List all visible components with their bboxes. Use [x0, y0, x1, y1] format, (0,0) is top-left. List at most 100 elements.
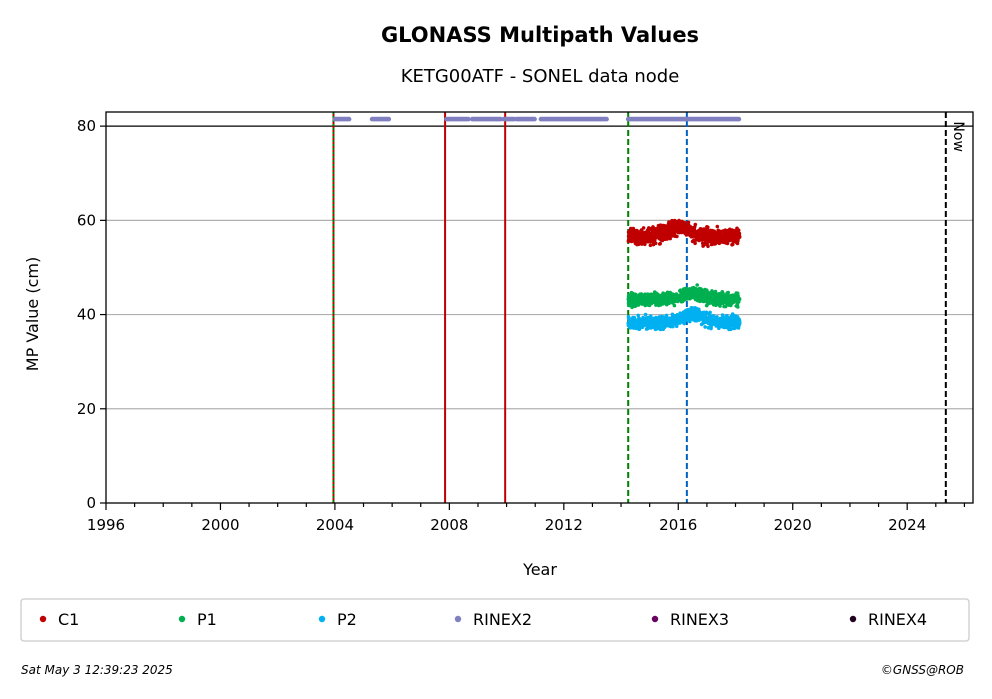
data-point-p1 [723, 299, 728, 304]
chart-title: GLONASS Multipath Values [381, 23, 699, 47]
data-point-c1 [659, 234, 663, 239]
y-axis-label: MP Value (cm) [23, 257, 42, 371]
data-point-p2 [703, 317, 708, 321]
data-point-p2 [723, 323, 727, 328]
data-point-p2 [689, 306, 694, 310]
data-point-p2 [706, 326, 711, 330]
data-point-p2 [635, 326, 639, 331]
data-point-p1 [725, 296, 729, 301]
data-point-c1 [653, 232, 657, 236]
data-point-p2 [674, 324, 679, 329]
availability-point-rinex2 [466, 116, 471, 122]
data-point-c1 [690, 231, 694, 235]
grid-lines [106, 125, 973, 410]
data-point-p1 [717, 297, 722, 301]
data-point-c1 [641, 231, 645, 235]
data-point-c1 [642, 234, 646, 238]
data-point-p2 [642, 317, 646, 321]
data-point-c1 [650, 237, 655, 242]
data-point-p1 [647, 293, 651, 297]
chart-subtitle: KETG00ATF - SONEL data node [401, 66, 680, 87]
data-point-c1 [632, 232, 636, 236]
data-point-p2 [717, 326, 721, 331]
data-point-p1 [629, 299, 634, 304]
data-point-p2 [718, 316, 723, 321]
data-point-p1 [696, 288, 701, 293]
data-point-c1 [699, 236, 704, 240]
data-point-c1 [677, 230, 682, 235]
data-point-c1 [673, 224, 677, 229]
data-point-p2 [693, 306, 697, 310]
availability-point-rinex2 [736, 116, 742, 122]
data-point-p2 [698, 311, 703, 316]
data-point-p2 [660, 325, 664, 329]
availability-point-rinex2 [532, 116, 537, 122]
data-point-c1 [707, 237, 712, 241]
data-point-p1 [629, 297, 633, 301]
data-point-p1 [718, 292, 722, 297]
data-point-c1 [721, 237, 725, 241]
data-point-c1 [648, 243, 653, 248]
x-tick-label: 2024 [888, 516, 926, 534]
data-point-p1 [704, 294, 708, 298]
data-point-p1 [660, 302, 665, 306]
data-point-c1 [735, 226, 739, 231]
data-point-c1 [686, 220, 691, 225]
legend-box [20, 598, 970, 642]
data-point-p1 [681, 292, 686, 296]
data-point-p2 [676, 316, 681, 321]
data-point-p1 [707, 301, 711, 305]
data-point-p2 [734, 320, 738, 324]
data-point-p2 [711, 321, 715, 326]
legend-marker-rinex4 [849, 615, 857, 623]
availability-point-rinex2 [346, 116, 352, 122]
data-point-c1 [626, 239, 631, 244]
data-point-p1 [634, 292, 638, 297]
data-point-p2 [708, 320, 712, 325]
data-point-c1 [698, 227, 703, 231]
availability-point-rinex2 [386, 116, 392, 122]
data-point-c1 [737, 234, 742, 238]
data-point-p1 [723, 304, 728, 309]
data-point-p1 [723, 293, 728, 298]
data-point-p1 [709, 291, 714, 295]
event-lines: Now [332, 112, 966, 503]
data-point-p1 [680, 299, 685, 304]
data-point-p2 [735, 324, 739, 329]
data-point-p1 [665, 302, 669, 307]
data-point-c1 [701, 233, 706, 237]
data-point-p1 [635, 300, 640, 305]
footer-timestamp: Sat May 3 12:39:23 2025 [21, 663, 173, 677]
data-point-p1 [699, 291, 704, 296]
data-point-c1 [633, 239, 637, 243]
data-point-c1 [685, 227, 690, 231]
data-point-p1 [672, 303, 677, 308]
availability-point-rinex2 [604, 116, 609, 122]
legend-marker-p2 [318, 615, 326, 623]
data-point-p1 [730, 296, 734, 300]
data-point-p2 [660, 321, 665, 325]
data-point-p1 [734, 291, 739, 295]
x-tick-label: 2000 [201, 516, 239, 534]
data-point-c1 [675, 234, 679, 239]
data-point-c1 [636, 234, 640, 239]
data-point-c1 [712, 235, 717, 240]
data-point-p1 [653, 297, 658, 302]
data-point-c1 [723, 228, 728, 232]
data-point-c1 [718, 236, 722, 241]
x-tick-label: 1996 [87, 516, 125, 534]
data-point-c1 [706, 239, 711, 244]
data-point-p1 [712, 299, 716, 304]
data-point-p2 [653, 318, 657, 323]
data-point-c1 [706, 244, 710, 249]
data-point-c1 [724, 235, 728, 240]
y-tick-label: 40 [77, 306, 96, 324]
data-point-c1 [656, 223, 661, 228]
data-point-p2 [679, 320, 684, 324]
data-point-p2 [699, 316, 703, 321]
data-point-p1 [690, 292, 695, 296]
data-point-c1 [653, 241, 658, 246]
data-point-c1 [666, 223, 671, 228]
data-point-p2 [711, 317, 715, 321]
